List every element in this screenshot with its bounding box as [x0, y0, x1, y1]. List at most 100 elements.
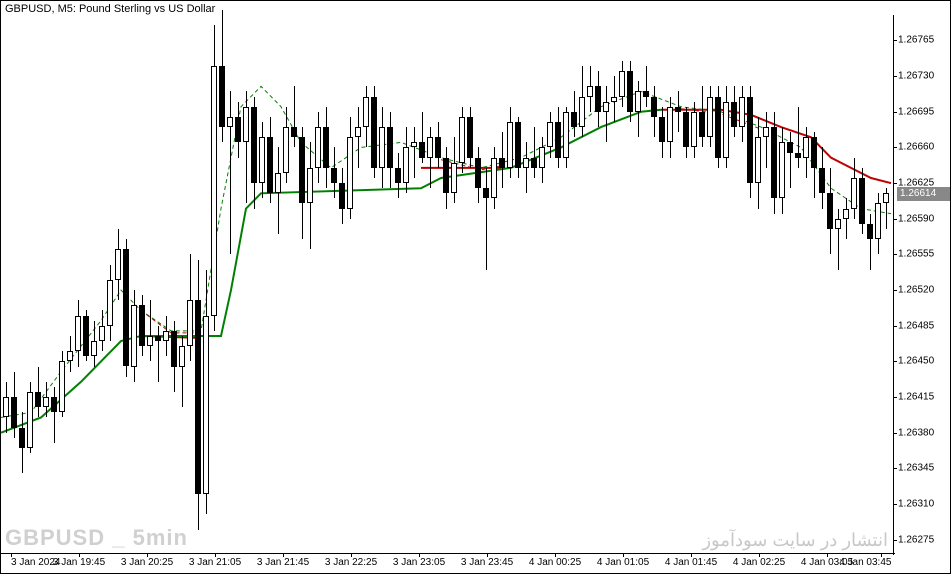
y-tick-label: 1.26415	[898, 392, 934, 403]
y-tick-label: 1.26695	[898, 106, 934, 117]
candle-wick	[230, 91, 231, 254]
candle-body	[27, 392, 33, 448]
candle-body	[507, 122, 513, 168]
candle-body	[803, 137, 809, 157]
y-tick-label: 1.26450	[898, 356, 934, 367]
candle-body	[571, 112, 577, 127]
candle-wick	[486, 168, 487, 270]
y-tick-label: 1.26555	[898, 249, 934, 260]
candle-body	[531, 158, 537, 168]
candle-body	[707, 97, 713, 138]
candle-body	[627, 71, 633, 112]
candle-body	[187, 300, 193, 346]
candle-body	[219, 66, 225, 127]
candle-wick	[646, 66, 647, 107]
candle-body	[787, 142, 793, 152]
candle-body	[315, 127, 321, 168]
y-tick-label: 1.26310	[898, 499, 934, 510]
candle-wick	[158, 326, 159, 382]
candle-wick	[838, 209, 839, 270]
candle-body	[371, 97, 377, 168]
candle-body	[547, 122, 553, 147]
candle-body	[563, 112, 569, 158]
candle-wick	[678, 91, 679, 132]
chart-container[interactable]: GBPUSD, M5: Pound Sterling vs US Dollar …	[0, 0, 951, 574]
candle-body	[859, 178, 865, 224]
candle-body	[267, 137, 273, 193]
chart-title: GBPUSD, M5: Pound Sterling vs US Dollar	[5, 3, 215, 15]
x-tick-label: 4 Jan 01:05	[597, 557, 649, 568]
candle-body	[291, 127, 297, 137]
candle-body	[603, 102, 609, 112]
candle-body	[163, 331, 169, 341]
candle-body	[427, 137, 433, 157]
candle-body	[611, 97, 617, 102]
candle-wick	[870, 214, 871, 270]
candle-body	[91, 341, 97, 356]
candle-body	[867, 224, 873, 239]
candle-body	[323, 127, 329, 168]
candle-wick	[846, 198, 847, 239]
x-tick-label: 3 Jan 21:45	[257, 557, 309, 568]
candle-body	[107, 280, 113, 326]
y-tick-label: 1.26590	[898, 213, 934, 224]
candle-body	[155, 336, 161, 341]
candle-body	[875, 203, 881, 239]
candle-body	[283, 127, 289, 173]
candle-body	[235, 117, 241, 142]
candle-wick	[606, 86, 607, 142]
candle-body	[835, 219, 841, 229]
candle-body	[475, 158, 481, 189]
candle-body	[523, 158, 529, 168]
y-tick-label: 1.26520	[898, 285, 934, 296]
candle-body	[771, 127, 777, 198]
candle-body	[355, 127, 361, 137]
candle-body	[123, 249, 129, 366]
candle-body	[635, 91, 641, 111]
candle-body	[827, 193, 833, 229]
candle-body	[515, 122, 521, 168]
candle-body	[211, 66, 217, 316]
candle-body	[587, 86, 593, 96]
candle-wick	[414, 127, 415, 178]
plot-area[interactable]	[1, 15, 895, 555]
x-axis: 3 Jan 20243 Jan 19:453 Jan 20:253 Jan 21…	[1, 553, 895, 573]
candle-body	[883, 193, 889, 203]
watermark-left: GBPUSD _ 5min	[5, 525, 188, 551]
candle-body	[779, 142, 785, 198]
candle-body	[11, 397, 17, 428]
x-tick-label: 4 Jan 02:25	[733, 557, 785, 568]
candle-wick	[54, 387, 55, 443]
candle-body	[659, 117, 665, 142]
candle-body	[755, 137, 761, 183]
candle-body	[843, 209, 849, 219]
candle-body	[811, 137, 817, 168]
candle-body	[203, 316, 209, 494]
candle-wick	[430, 127, 431, 188]
candle-body	[35, 392, 41, 407]
current-price-marker: 1.26614	[897, 187, 950, 201]
candle-body	[179, 346, 185, 366]
candle-body	[67, 351, 73, 361]
x-tick-label: 3 Jan 22:25	[325, 557, 377, 568]
y-tick-label: 1.26380	[898, 427, 934, 438]
candle-body	[387, 127, 393, 168]
candle-body	[251, 107, 257, 183]
candle-body	[403, 147, 409, 183]
candle-body	[443, 158, 449, 194]
candle-body	[675, 107, 681, 112]
candle-body	[731, 102, 737, 127]
candle-body	[723, 102, 729, 158]
candle-body	[139, 305, 145, 346]
candle-body	[59, 361, 65, 412]
y-tick-label: 1.26730	[898, 71, 934, 82]
x-tick-label: 3 Jan 23:45	[461, 557, 513, 568]
candle-body	[259, 137, 265, 183]
x-tick-label: 3 Jan 20:25	[121, 557, 173, 568]
candle-body	[667, 107, 673, 143]
candle-body	[395, 168, 401, 183]
candle-body	[819, 168, 825, 193]
candle-wick	[150, 300, 151, 361]
watermark-right: انتشار در سایت سودآموز	[702, 530, 888, 551]
candle-body	[195, 300, 201, 494]
